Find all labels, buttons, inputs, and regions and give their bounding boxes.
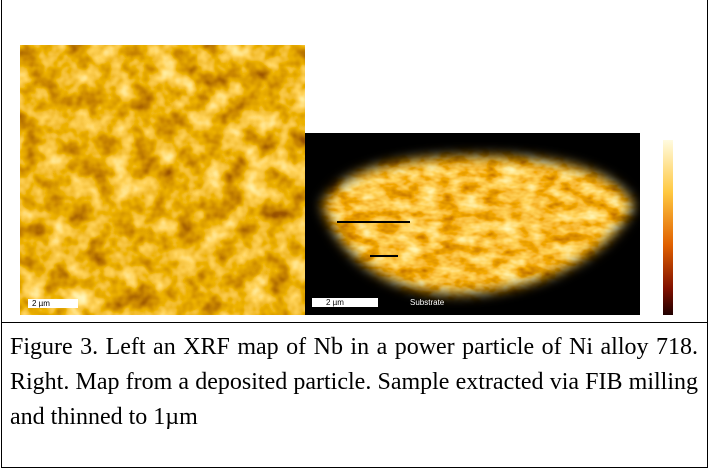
right-scale-label: 2 µm xyxy=(326,298,344,307)
page: 2 µm 2 µm Substrate Figure 3. Left an XR… xyxy=(0,0,711,470)
figure: 2 µm 2 µm Substrate xyxy=(0,0,711,322)
right-scale-box xyxy=(312,298,378,307)
colorbar xyxy=(663,140,673,315)
divider xyxy=(1,322,708,323)
left-map xyxy=(20,45,305,315)
substrate-label: Substrate xyxy=(410,298,445,307)
left-scale-label: 2 µm xyxy=(32,299,50,308)
caption: Figure 3. Left an XRF map of Nb in a pow… xyxy=(10,330,698,435)
right-map xyxy=(305,133,640,315)
